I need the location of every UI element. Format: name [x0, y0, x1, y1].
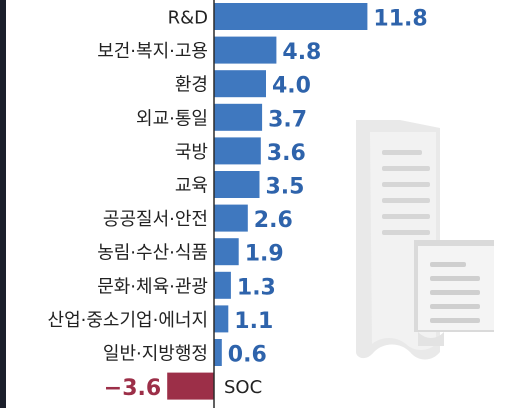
category-label: 교육 — [175, 176, 208, 197]
bar — [214, 171, 260, 198]
value-label: 2.6 — [254, 208, 293, 233]
value-label: 3.5 — [266, 175, 305, 200]
bar — [214, 103, 263, 131]
category-label: 문화·체육·관광 — [97, 276, 208, 297]
document-line — [382, 214, 430, 219]
value-label: 1.3 — [237, 275, 276, 300]
value-label: 0.6 — [228, 343, 267, 368]
left-edge-strip — [0, 0, 6, 408]
value-label: 11.8 — [373, 7, 427, 32]
document-line — [382, 198, 430, 203]
document-line — [382, 182, 430, 187]
document-line — [382, 150, 422, 155]
category-label: 일반·지방행정 — [103, 344, 208, 365]
category-label: 농림·수산·식품 — [97, 243, 208, 264]
document-line — [430, 304, 480, 309]
bar — [214, 137, 261, 165]
value-label: 3.6 — [267, 141, 306, 166]
bar — [214, 238, 239, 266]
category-label: 산업·중소기업·에너지 — [48, 310, 208, 331]
category-label: 환경 — [175, 75, 208, 96]
document-line — [430, 318, 480, 323]
document-line — [430, 276, 480, 281]
bar — [214, 204, 248, 232]
category-label: 보건·복지·고용 — [97, 41, 208, 62]
value-label: 3.7 — [268, 107, 307, 132]
bar — [214, 3, 368, 30]
value-label: −3.6 — [104, 376, 161, 401]
value-label: 1.1 — [234, 309, 273, 334]
category-label: 외교·통일 — [136, 108, 208, 129]
category-label: 공공질서·안전 — [103, 209, 208, 230]
document-line — [430, 290, 480, 295]
bar — [214, 36, 277, 64]
bar — [214, 305, 229, 333]
category-label: R&D — [168, 8, 208, 29]
bar — [214, 271, 231, 299]
bar — [167, 372, 214, 400]
category-label: 국방 — [175, 142, 208, 163]
document-icon — [356, 120, 494, 360]
document-line — [382, 230, 430, 235]
document-line — [430, 262, 466, 267]
value-label: 1.9 — [245, 242, 284, 267]
bar — [214, 339, 222, 366]
value-label: 4.0 — [272, 74, 311, 99]
category-label: SOC — [224, 377, 262, 398]
value-label: 4.8 — [282, 40, 321, 65]
bar — [214, 70, 266, 98]
document-line — [382, 166, 430, 171]
